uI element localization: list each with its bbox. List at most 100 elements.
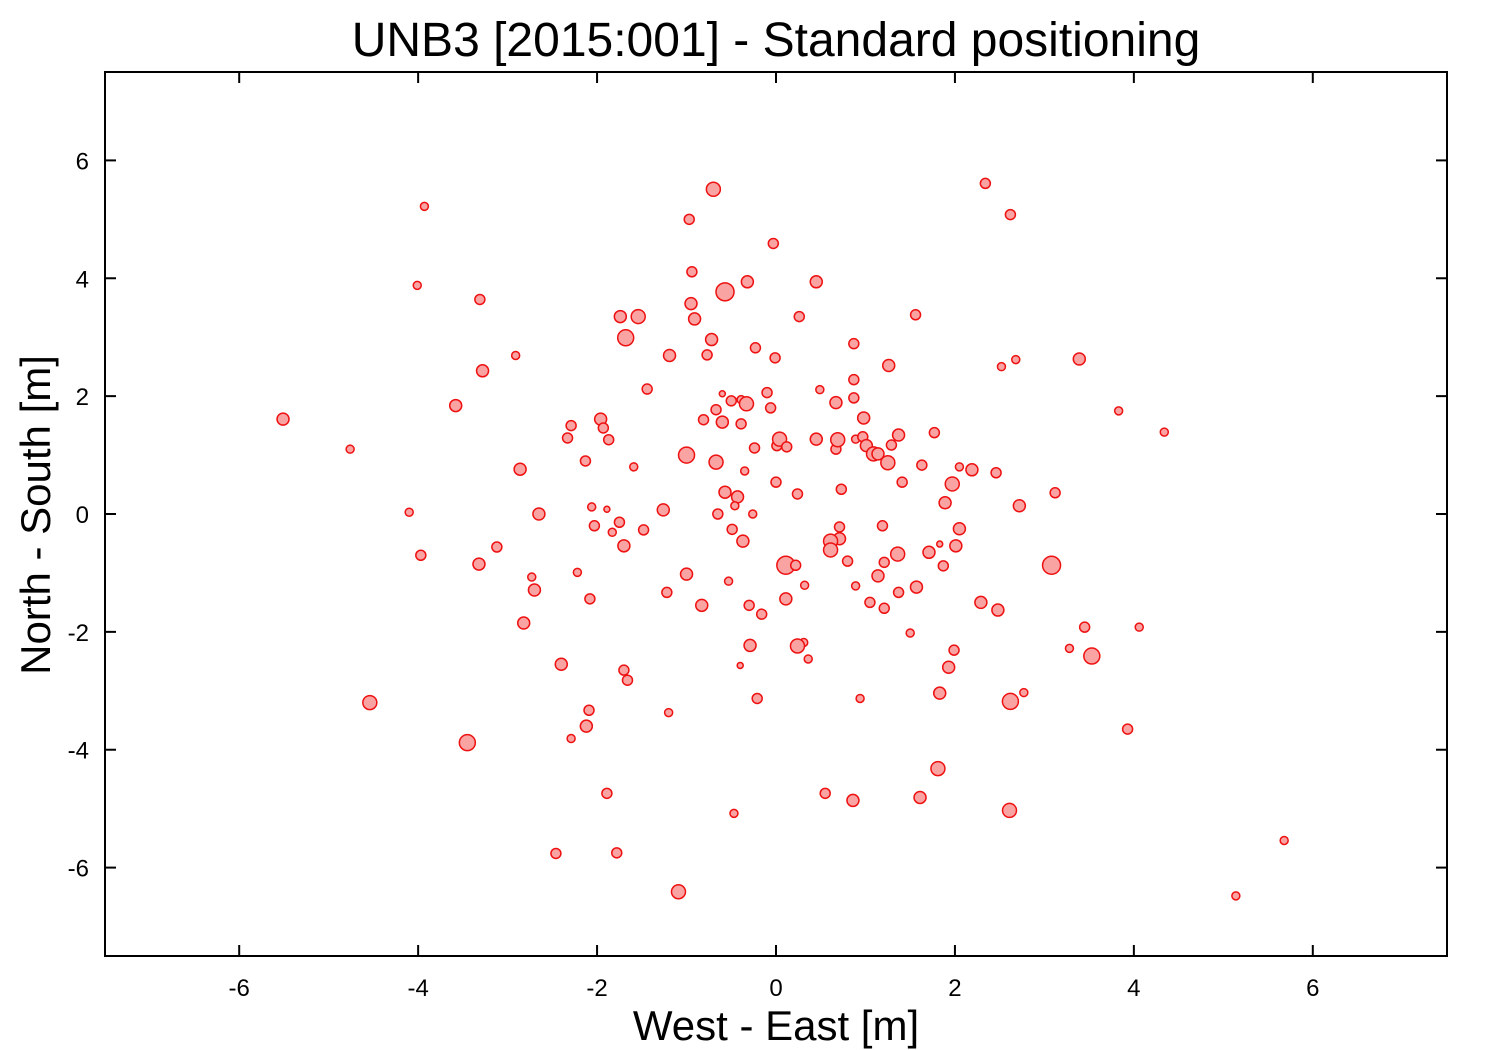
point xyxy=(856,411,871,425)
point xyxy=(954,462,965,472)
point xyxy=(708,454,724,470)
point xyxy=(637,524,650,536)
point xyxy=(684,296,698,311)
point xyxy=(747,509,758,519)
y-tick-label: 4 xyxy=(76,266,89,293)
point xyxy=(677,446,696,464)
point xyxy=(909,580,924,594)
point xyxy=(909,309,922,321)
point xyxy=(630,308,646,325)
point xyxy=(819,787,831,800)
point xyxy=(730,490,745,504)
point xyxy=(803,654,813,664)
point xyxy=(767,237,780,250)
point xyxy=(1231,891,1241,901)
point xyxy=(1041,555,1062,576)
point xyxy=(588,520,601,532)
point xyxy=(770,476,782,488)
point xyxy=(527,583,542,597)
point xyxy=(701,349,713,361)
point xyxy=(718,390,727,398)
point xyxy=(748,442,761,454)
point xyxy=(736,534,750,548)
y-tick-label: 2 xyxy=(76,384,89,411)
point xyxy=(809,432,824,446)
point xyxy=(472,557,486,571)
point xyxy=(935,540,944,548)
point xyxy=(764,402,777,414)
point xyxy=(916,459,928,471)
y-tick-label: -6 xyxy=(68,856,89,883)
point xyxy=(829,395,843,410)
point xyxy=(848,337,860,350)
x-tick-label: 4 xyxy=(1127,975,1140,1002)
point xyxy=(878,556,891,569)
point xyxy=(683,213,695,226)
point xyxy=(730,500,740,511)
point xyxy=(855,693,865,704)
x-tick-label: -6 xyxy=(229,975,250,1002)
point xyxy=(404,507,414,517)
point xyxy=(809,275,824,289)
point xyxy=(561,432,574,444)
point xyxy=(723,576,734,586)
point xyxy=(889,546,906,562)
point xyxy=(621,674,634,686)
point xyxy=(697,413,710,426)
point xyxy=(718,485,732,499)
point xyxy=(932,686,947,700)
y-tick-label: -2 xyxy=(68,620,89,647)
point xyxy=(1064,643,1075,654)
y-tick-label: 0 xyxy=(76,502,89,529)
point xyxy=(922,545,936,560)
point xyxy=(937,560,950,572)
point xyxy=(1078,621,1091,633)
point xyxy=(850,581,861,591)
x-tick-label: 2 xyxy=(948,975,961,1002)
point xyxy=(846,793,860,808)
plot-frame xyxy=(104,71,1448,957)
point xyxy=(362,694,378,711)
point xyxy=(726,523,738,536)
point xyxy=(584,593,596,605)
point xyxy=(1001,802,1018,819)
point xyxy=(448,398,463,413)
point xyxy=(829,431,846,448)
point xyxy=(928,426,941,439)
point xyxy=(1049,487,1061,499)
point xyxy=(670,884,687,900)
point xyxy=(735,418,747,430)
point xyxy=(510,350,521,361)
point xyxy=(881,358,896,373)
point xyxy=(554,657,569,672)
point xyxy=(799,580,810,591)
point xyxy=(617,539,631,553)
point xyxy=(1159,427,1170,437)
point xyxy=(1113,406,1124,416)
point xyxy=(991,603,1005,617)
point xyxy=(841,555,854,567)
x-tick-label: 0 xyxy=(769,975,782,1002)
point xyxy=(822,542,839,558)
point xyxy=(974,595,988,610)
point xyxy=(761,386,773,399)
point xyxy=(412,280,422,291)
point xyxy=(739,466,750,476)
point xyxy=(864,596,876,609)
y-axis-label: North - South [m] xyxy=(12,355,59,675)
point xyxy=(474,293,486,306)
point xyxy=(710,403,722,416)
marks xyxy=(276,177,1289,901)
point xyxy=(686,266,698,278)
point xyxy=(565,419,577,432)
point xyxy=(662,348,677,363)
point xyxy=(458,733,477,752)
point xyxy=(944,476,960,492)
point xyxy=(276,412,290,426)
chart-title: UNB3 [2015:001] - Standard positioning xyxy=(352,14,1201,67)
point xyxy=(848,373,860,386)
point xyxy=(896,476,908,488)
point xyxy=(607,527,618,538)
point xyxy=(345,444,355,454)
point xyxy=(878,602,891,615)
